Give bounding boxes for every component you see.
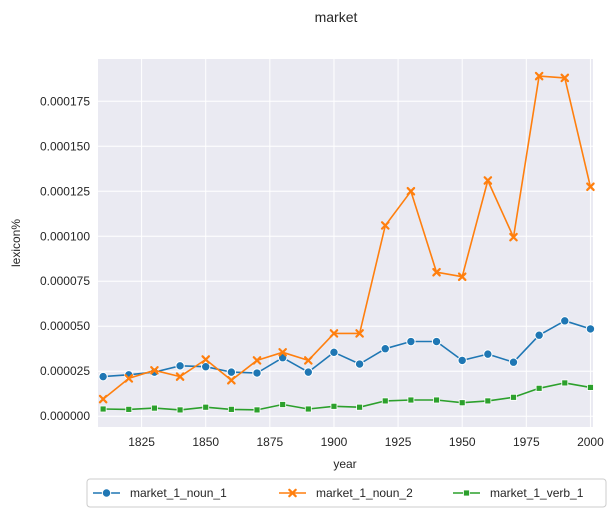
data-point [380, 344, 390, 354]
data-point [406, 336, 416, 347]
y-tick-label: 0.000000 [40, 409, 90, 423]
series-line [103, 382, 591, 411]
data-point [150, 366, 159, 375]
legend-item: market_1_verb_1 [453, 486, 584, 500]
y-tick-label: 0.000175 [40, 94, 90, 108]
data-point [560, 316, 570, 326]
series-market_1_noun_2 [98, 71, 595, 404]
data-point [509, 232, 518, 242]
data-point [483, 176, 493, 185]
legend-label: market_1_noun_1 [130, 486, 227, 500]
x-tick-label: 1950 [449, 435, 476, 449]
data-point [510, 393, 517, 401]
data-point [329, 329, 339, 338]
x-tick-label: 1825 [128, 435, 155, 449]
data-point [226, 367, 237, 377]
data-point [407, 396, 415, 404]
legend-item: market_1_noun_1 [93, 486, 227, 500]
data-point [151, 404, 158, 412]
y-tick-label: 0.000075 [40, 274, 90, 288]
data-point [457, 355, 467, 366]
data-point [432, 267, 441, 277]
data-point [457, 272, 467, 282]
data-point [586, 182, 595, 192]
data-series [98, 71, 596, 414]
y-axis-ticks: 0.000000 0.000025 0.000050 0.000075 0.000100… [40, 94, 90, 423]
data-point [355, 329, 364, 338]
data-point [279, 401, 287, 408]
legend-label: market_1_noun_2 [316, 486, 413, 500]
series-line [102, 75, 592, 400]
data-point [125, 405, 133, 413]
x-tick-label: 1875 [256, 435, 283, 449]
data-point [484, 397, 492, 405]
data-point [354, 359, 365, 369]
data-point [98, 394, 108, 404]
legend-item: market_1_noun_2 [279, 486, 413, 500]
data-point [535, 384, 543, 392]
x-axis-label: year [333, 457, 356, 471]
plot-area [98, 59, 593, 427]
data-point [431, 336, 442, 347]
data-point [560, 73, 570, 83]
data-point [175, 361, 185, 371]
data-point [175, 372, 185, 381]
data-point [433, 396, 440, 404]
data-point [227, 375, 236, 385]
data-point [202, 403, 210, 411]
grid-lines [98, 59, 593, 427]
data-point [99, 405, 107, 413]
data-point [585, 324, 596, 334]
data-point [303, 367, 314, 377]
data-point [227, 405, 235, 413]
x-tick-label: 2000 [577, 435, 604, 449]
data-point [380, 221, 390, 230]
series-market_1_verb_1 [99, 379, 594, 414]
x-tick-label: 1975 [513, 435, 540, 449]
legend-frame [86, 478, 607, 508]
y-axis-label: lexicon% [9, 219, 23, 267]
data-point [508, 357, 519, 367]
data-point [124, 374, 134, 383]
data-point [483, 349, 493, 359]
data-point [98, 371, 108, 382]
y-tick-label: 0.000100 [40, 229, 90, 243]
data-point [304, 405, 312, 413]
data-point [304, 356, 313, 365]
x-tick-label: 1900 [321, 435, 348, 449]
legend-marker [288, 488, 297, 498]
data-point [252, 356, 262, 365]
data-point [176, 406, 184, 414]
data-point [252, 368, 262, 378]
legend-label: market_1_verb_1 [490, 486, 584, 500]
y-tick-label: 0.000150 [40, 139, 90, 153]
x-axis-ticks: 1825 1850 1875 1900 1925 1950 1975 2000 [128, 435, 604, 449]
y-tick-label: 0.000025 [40, 364, 90, 378]
data-point [587, 384, 594, 391]
data-point [458, 399, 466, 407]
data-point [329, 347, 339, 358]
data-point [534, 71, 544, 81]
data-point [330, 402, 338, 410]
x-tick-label: 1925 [385, 435, 412, 449]
data-point [201, 362, 211, 372]
data-point [201, 355, 211, 364]
legend-marker [101, 488, 112, 498]
data-point [253, 406, 261, 414]
legend-marker [463, 489, 470, 497]
data-point [406, 186, 416, 196]
chart-title: market [315, 9, 358, 25]
data-point [381, 397, 389, 405]
data-point [534, 330, 544, 340]
y-tick-label: 0.000050 [40, 319, 90, 333]
legend: market_1_noun_1 market_1_noun_2 market_1_v… [86, 478, 607, 508]
data-point [278, 348, 287, 357]
data-point [356, 403, 364, 411]
y-tick-label: 0.000125 [40, 184, 90, 198]
data-point [561, 379, 569, 387]
x-tick-label: 1850 [192, 435, 219, 449]
